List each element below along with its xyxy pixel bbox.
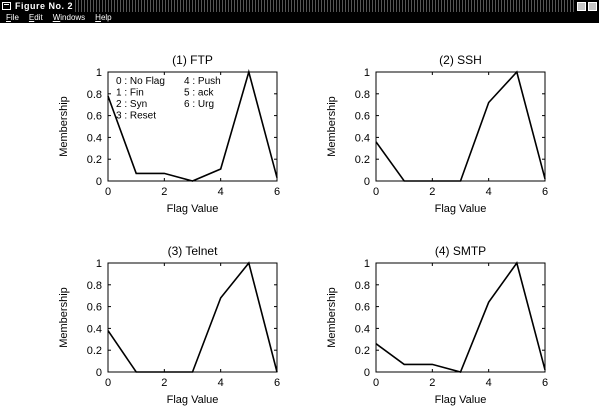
x-tick-label: 0 [373,186,379,198]
x-tick-label: 6 [274,377,280,389]
figure-canvas: (1) FTP 0 2 4 6 0 0.2 0.4 0.6 0.8 1 Flag Value Membe… [0,23,599,414]
x-tick-label: 4 [486,377,492,389]
y-tick-label: 0.6 [355,302,370,314]
legend-entry: 4 : Push [184,76,221,87]
x-tick-label: 0 [105,377,111,389]
plot-frame [375,262,546,373]
window-icon[interactable] [2,2,11,10]
y-tick-label: 0 [96,367,102,379]
y-tick-label: 0.2 [87,345,102,357]
maximize-button[interactable] [588,1,597,11]
plot-frame [107,262,278,373]
y-tick-label: 0.6 [87,302,102,314]
y-tick-label: 1 [96,67,102,79]
chart-title: (3) Telnet [168,244,218,258]
y-tick-label: 0 [364,176,370,188]
x-tick-label: 2 [429,377,435,389]
legend-entry: 2 : Syn [116,99,147,110]
window-title: Figure No. 2 [15,1,74,11]
y-tick-label: 1 [364,258,370,270]
y-axis-label: Membership [326,96,338,157]
y-tick-label: 0 [364,367,370,379]
figure-svg: (1) FTP 0 2 4 6 0 0.2 0.4 0.6 0.8 1 Flag Value Membe… [58,53,548,406]
menu-windows[interactable]: Windows [52,13,86,22]
series-line [375,70,546,182]
y-tick-label: 1 [96,258,102,270]
y-tick-label: 0 [96,176,102,188]
x-tick-label: 4 [218,186,224,198]
minimize-button[interactable] [577,1,586,11]
x-tick-label: 6 [542,377,548,389]
y-tick-label: 0.2 [355,154,370,166]
series-line [375,261,546,373]
legend-entry: 3 : Reset [116,111,156,122]
y-tick-label: 0.4 [355,132,370,144]
x-tick-label: 2 [161,377,167,389]
legend-entry: 0 : No Flag [116,76,165,87]
x-axis-label: Flag Value [435,394,487,406]
y-tick-label: 0.2 [87,154,102,166]
y-tick-label: 0.6 [355,111,370,123]
x-axis-label: Flag Value [167,203,219,215]
chart-1: (1) FTP 0 2 4 6 0 0.2 0.4 0.6 0.8 1 Flag Value Membe… [58,53,280,215]
y-tick-label: 0.6 [87,111,102,123]
menu-help[interactable]: Help [95,13,112,22]
menu-edit[interactable]: Edit [28,13,43,22]
title-bar-fill [73,0,575,12]
plot-frame [375,71,546,182]
x-tick-label: 6 [542,186,548,198]
y-tick-label: 0.8 [87,280,102,292]
y-tick-label: 0.4 [87,132,102,144]
x-tick-label: 2 [429,186,435,198]
menu-bar: File Edit Windows Help [0,12,599,23]
chart-2: (2) SSH 0 2 4 6 0 0.2 0.4 0.6 0.8 1 Flag Value Membe… [326,53,548,215]
x-tick-label: 4 [218,377,224,389]
x-axis-label: Flag Value [435,203,487,215]
y-tick-label: 1 [364,67,370,79]
chart-title: (2) SSH [439,53,482,67]
series-line [107,69,278,182]
y-axis-label: Membership [58,287,70,348]
y-tick-label: 0.2 [355,345,370,357]
chart-4: (4) SMTP 0 2 4 6 0 0.2 0.4 0.6 0.8 1 Flag Value Memb… [326,244,548,406]
series-line [107,261,278,373]
title-bar[interactable]: Figure No. 2 [0,0,599,12]
y-axis-label: Membership [326,287,338,348]
x-axis-label: Flag Value [167,394,219,406]
y-tick-label: 0.8 [87,89,102,101]
window-controls [575,0,597,12]
x-tick-label: 0 [105,186,111,198]
y-axis-label: Membership [58,96,70,157]
chart-title: (1) FTP [172,53,213,67]
legend-entry: 5 : ack [184,88,214,99]
menu-file[interactable]: File [6,13,19,22]
chart-3: (3) Telnet 0 2 4 6 0 0.2 0.4 0.6 0.8 1 Flag Value Me… [58,244,280,406]
x-tick-label: 6 [274,186,280,198]
legend-entry: 6 : Urg [184,99,214,110]
y-tick-label: 0.4 [87,323,102,335]
y-tick-label: 0.8 [355,280,370,292]
y-tick-label: 0.4 [355,323,370,335]
y-tick-label: 0.8 [355,89,370,101]
x-tick-label: 4 [486,186,492,198]
x-tick-label: 2 [161,186,167,198]
chart-title: (4) SMTP [435,244,486,258]
x-tick-label: 0 [373,377,379,389]
legend-entry: 1 : Fin [116,88,144,99]
